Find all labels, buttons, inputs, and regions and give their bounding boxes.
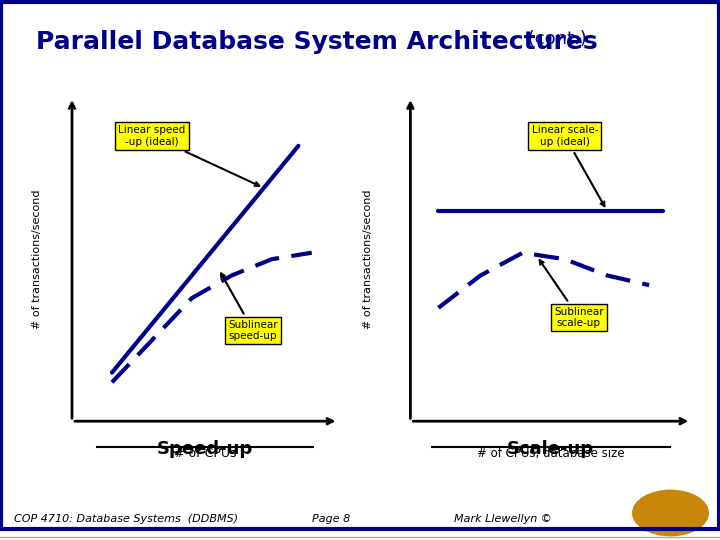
Text: COP 4710: Database Systems  (DDBMS): COP 4710: Database Systems (DDBMS) [14, 515, 238, 524]
Text: Parallel Database System Architectures: Parallel Database System Architectures [36, 30, 598, 53]
Text: # of CPUs: # of CPUs [174, 447, 236, 460]
Text: # of transactions/second: # of transactions/second [32, 190, 42, 329]
Text: # of transactions/second: # of transactions/second [364, 190, 373, 329]
Text: Sublinear
speed-up: Sublinear speed-up [221, 273, 278, 341]
Text: Linear scale-
up (ideal): Linear scale- up (ideal) [531, 125, 605, 206]
Text: Scale-up: Scale-up [507, 440, 595, 458]
Text: Sublinear
scale-up: Sublinear scale-up [540, 260, 603, 328]
Text: Mark Llewellyn ©: Mark Llewellyn © [454, 515, 552, 524]
Text: (cont.): (cont.) [522, 30, 587, 48]
Text: # of CPUs, database size: # of CPUs, database size [477, 447, 625, 460]
Circle shape [633, 490, 708, 536]
Text: Page 8: Page 8 [312, 515, 351, 524]
Text: Linear speed
-up (ideal): Linear speed -up (ideal) [118, 125, 259, 186]
Text: Speed-up: Speed-up [157, 440, 253, 458]
